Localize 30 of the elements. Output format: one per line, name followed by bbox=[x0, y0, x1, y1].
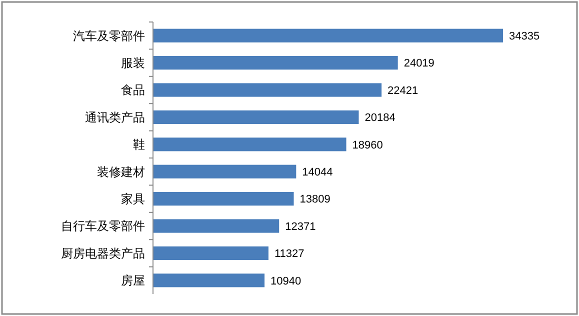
data-label: 24019 bbox=[404, 58, 434, 70]
bar bbox=[153, 274, 265, 288]
y-tick-label: 房屋 bbox=[121, 274, 145, 288]
data-label: 11327 bbox=[274, 248, 304, 260]
y-tick-label: 厨房电器类产品 bbox=[61, 246, 145, 260]
y-tick-label: 自行车及零部件 bbox=[61, 219, 145, 234]
y-tick-label: 装修建材 bbox=[97, 164, 145, 179]
bar bbox=[153, 28, 503, 42]
y-tick-label: 汽车及零部件 bbox=[73, 28, 145, 43]
data-label: 14044 bbox=[302, 166, 333, 178]
data-label: 20184 bbox=[364, 112, 396, 124]
y-tick-label: 鞋 bbox=[133, 138, 145, 152]
y-tick-label: 家具 bbox=[121, 192, 145, 206]
bar bbox=[153, 219, 280, 233]
bar bbox=[153, 56, 398, 70]
bar bbox=[153, 164, 296, 178]
y-tick-label: 食品 bbox=[121, 83, 145, 98]
bar bbox=[153, 110, 359, 124]
data-label: 10940 bbox=[270, 275, 302, 288]
bar bbox=[153, 138, 346, 152]
data-label: 22421 bbox=[388, 84, 418, 97]
bar bbox=[153, 246, 268, 260]
bar bbox=[153, 192, 294, 206]
y-tick-label: 通讯类产品 bbox=[85, 110, 145, 124]
bar bbox=[153, 83, 382, 97]
data-label: 13809 bbox=[300, 194, 330, 206]
y-tick-label: 服装 bbox=[121, 56, 145, 70]
data-label: 34335 bbox=[509, 30, 540, 42]
data-label: 12371 bbox=[285, 220, 316, 233]
data-label: 18960 bbox=[352, 139, 383, 152]
